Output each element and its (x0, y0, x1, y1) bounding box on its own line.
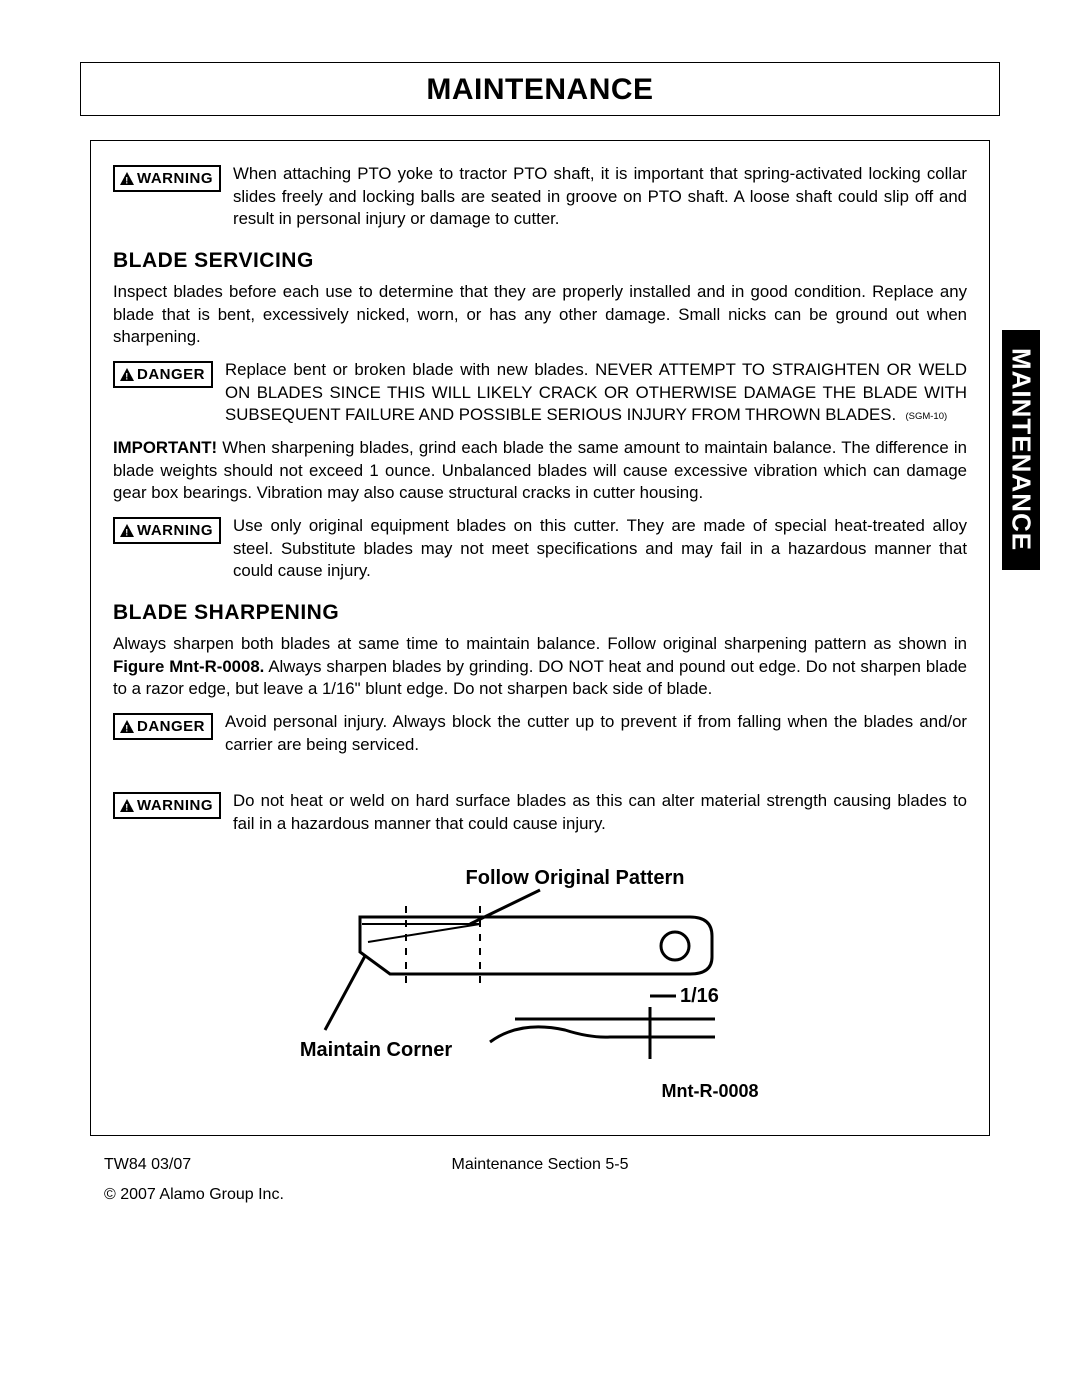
page-header-frame: MAINTENANCE (80, 62, 1000, 116)
diagram-label-pattern: Follow Original Pattern (466, 867, 685, 889)
diagram-label-gap: 1/16 (680, 985, 719, 1007)
warning-text: When attaching PTO yoke to tractor PTO s… (233, 163, 967, 231)
important-paragraph: IMPORTANT! When sharpening blades, grind… (113, 437, 967, 505)
danger-label-text: DANGER (137, 366, 205, 383)
important-text: When sharpening blades, grind each blade… (113, 438, 967, 502)
danger-text-main: Replace bent or broken blade with new bl… (225, 360, 967, 424)
footer-left: TW84 03/07 (104, 1156, 191, 1174)
danger-code: (SGM-10) (905, 411, 947, 422)
footer-center: Maintenance Section 5-5 (452, 1156, 629, 1174)
side-tab-maintenance: MAINTENANCE (1002, 330, 1040, 570)
danger-label: ! DANGER (113, 361, 213, 388)
important-label: IMPORTANT! (113, 438, 217, 457)
figure-ref: Figure Mnt-R-0008. (113, 657, 264, 676)
heading-blade-sharpening: BLADE SHARPENING (113, 601, 967, 625)
warning-label-text: WARNING (137, 522, 213, 539)
svg-text:!: ! (125, 724, 129, 734)
warning-label: ! WARNING (113, 165, 221, 192)
warning-block-oem-blades: ! WARNING Use only original equipment bl… (113, 515, 967, 583)
warning-label: ! WARNING (113, 792, 221, 819)
blade-diagram-svg: Follow Original Pattern 1/16 (280, 862, 800, 1112)
svg-text:!: ! (125, 528, 129, 538)
warning-text-oem: Use only original equipment blades on th… (233, 515, 967, 583)
danger-label: ! DANGER (113, 713, 213, 740)
danger-text-blades: Replace bent or broken blade with new bl… (225, 359, 967, 427)
svg-text:!: ! (125, 176, 129, 186)
content-wrap: ! WARNING When attaching PTO yoke to tra… (80, 122, 1000, 1204)
warning-label-text: WARNING (137, 797, 213, 814)
svg-text:!: ! (125, 372, 129, 382)
blade-servicing-intro: Inspect blades before each use to determ… (113, 281, 967, 349)
danger-icon: ! (120, 720, 134, 733)
warning-icon: ! (120, 524, 134, 537)
blade-diagram: Follow Original Pattern 1/16 (113, 862, 967, 1117)
danger-block-blades: ! DANGER Replace bent or broken blade wi… (113, 359, 967, 427)
danger-icon: ! (120, 368, 134, 381)
warning-label-text: WARNING (137, 170, 213, 187)
danger-text-falling: Avoid personal injury. Always block the … (225, 711, 967, 756)
blade-sharpening-intro: Always sharpen both blades at same time … (113, 633, 967, 701)
danger-block-falling: ! DANGER Avoid personal injury. Always b… (113, 711, 967, 756)
warning-icon: ! (120, 172, 134, 185)
svg-text:!: ! (125, 803, 129, 813)
content-box: ! WARNING When attaching PTO yoke to tra… (90, 140, 990, 1136)
heading-blade-servicing: BLADE SERVICING (113, 249, 967, 273)
warning-icon: ! (120, 799, 134, 812)
warning-block-heat-weld: ! WARNING Do not heat or weld on hard su… (113, 790, 967, 835)
page-footer: TW84 03/07 Maintenance Section 5-5 TW84 … (90, 1156, 990, 1174)
warning-label: ! WARNING (113, 517, 221, 544)
diagram-figure-id: Mnt-R-0008 (661, 1081, 758, 1101)
danger-label-text: DANGER (137, 718, 205, 735)
warning-text-heat-weld: Do not heat or weld on hard surface blad… (233, 790, 967, 835)
page-title: MAINTENANCE (81, 63, 999, 115)
copyright: © 2007 Alamo Group Inc. (104, 1186, 1000, 1204)
diagram-label-corner: Maintain Corner (300, 1039, 452, 1061)
sharpening-intro-a: Always sharpen both blades at same time … (113, 634, 967, 653)
warning-block-pto: ! WARNING When attaching PTO yoke to tra… (113, 163, 967, 231)
